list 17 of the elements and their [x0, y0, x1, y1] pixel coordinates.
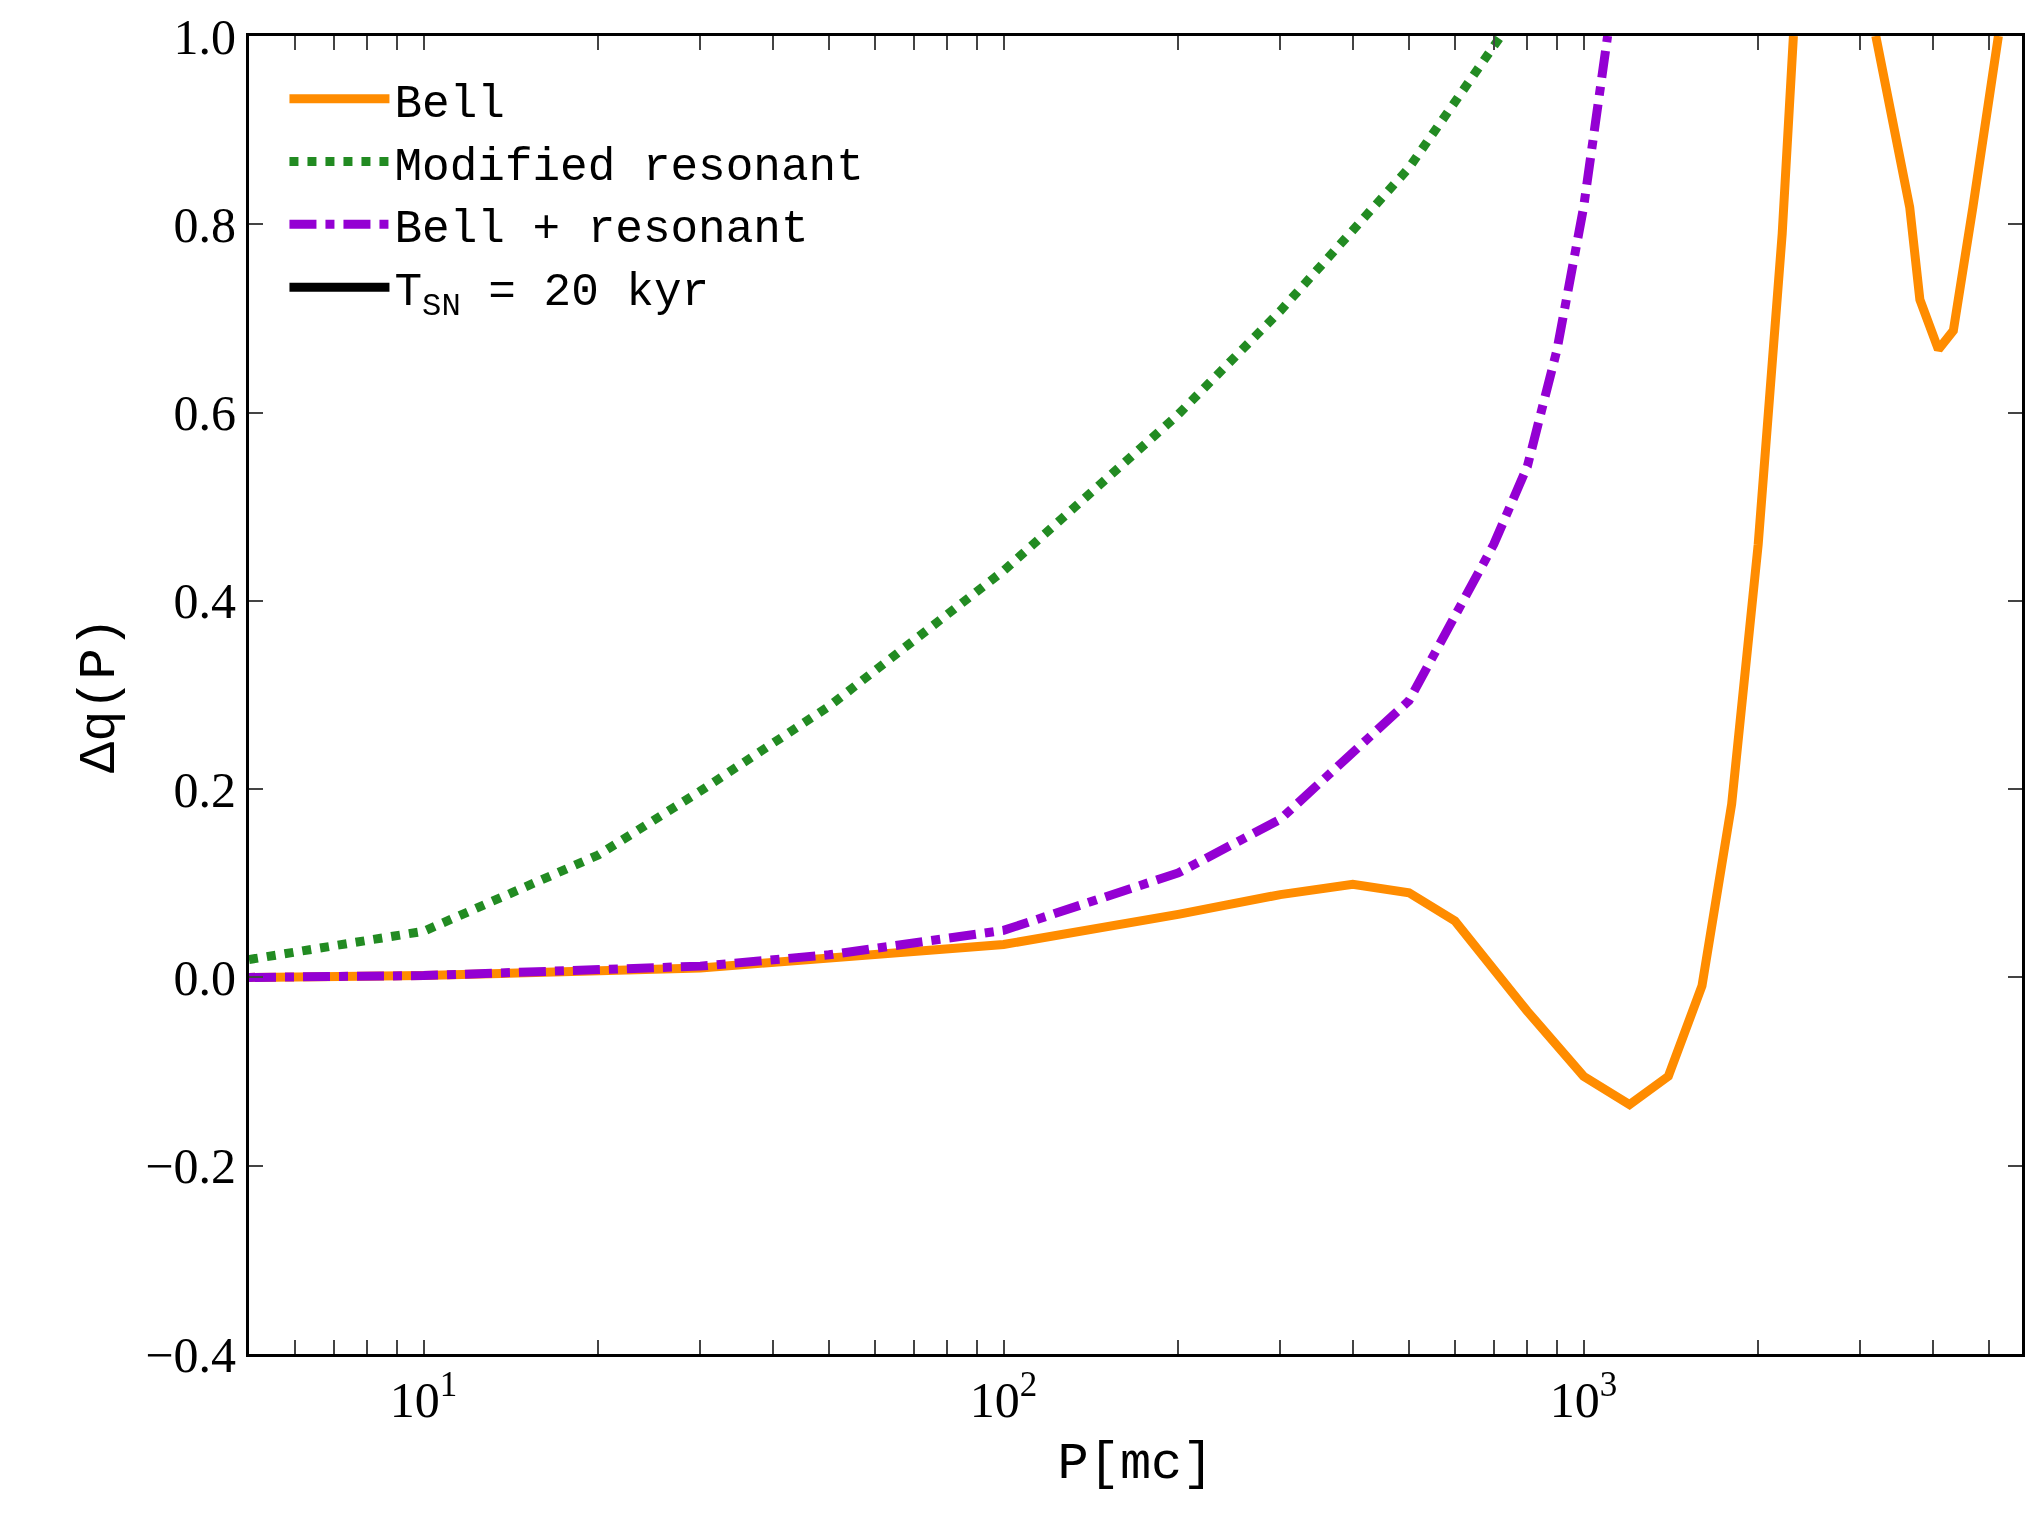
- y-tick-label: −0.2: [145, 1138, 236, 1195]
- legend-label: T$_{SN}$ = 20 kyr: [394, 267, 710, 325]
- legend-label: Bell + resonant: [394, 204, 809, 257]
- y-axis-title: Δq(P): [70, 616, 130, 774]
- y-tick-label: 0.8: [173, 196, 236, 253]
- x-axis-title: P[mc]: [1057, 1434, 1214, 1494]
- x-tick-label: 10$^{2}$: [969, 1365, 1038, 1428]
- y-tick-label: −0.4: [145, 1326, 236, 1383]
- y-tick-label: 0.6: [173, 385, 236, 442]
- y-tick-label: 0.4: [173, 573, 236, 630]
- y-tick-label: 0.2: [173, 761, 236, 818]
- y-tick-label: 1.0: [173, 8, 236, 65]
- x-tick-label: 10$^{1}$: [389, 1365, 458, 1428]
- legend-label: Modified resonant: [394, 141, 864, 194]
- legend-label: Bell: [394, 78, 505, 131]
- y-tick-label: 0.0: [173, 949, 236, 1006]
- x-tick-label: 10$^{3}$: [1549, 1365, 1618, 1428]
